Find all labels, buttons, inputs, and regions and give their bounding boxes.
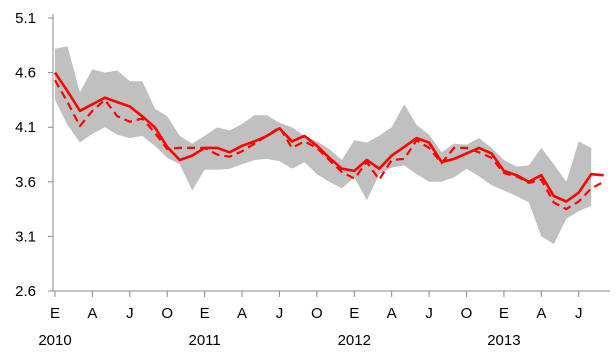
series-layer [53, 71, 605, 211]
x-month-label: A [387, 305, 397, 322]
x-month-label: A [87, 305, 97, 322]
x-month-label: J [425, 305, 433, 322]
x-month-label: A [536, 305, 546, 322]
y-tick-label: 4.1 [15, 119, 36, 136]
x-month-label: J [575, 305, 583, 322]
y-tick-label: 5.1 [15, 10, 36, 27]
y-tick-label: 4.6 [15, 65, 36, 82]
x-month-label: J [276, 305, 284, 322]
dashed-series-line [54, 79, 605, 211]
axes-layer [48, 14, 610, 297]
tick-labels-layer: 5.1 4.6 4.1 3.6 3.1 2.6 E A J O E A J O E A J O E A J 2010 201… [15, 10, 582, 349]
x-month-label: O [461, 305, 473, 322]
min-max-range-band [55, 46, 592, 245]
x-month-label: O [161, 305, 173, 322]
x-year-label: 2010 [38, 332, 71, 349]
x-month-label: E [349, 305, 359, 322]
x-month-label: A [237, 305, 247, 322]
x-month-label: O [311, 305, 323, 322]
y-tick-label: 3.6 [15, 174, 36, 191]
y-tick-label: 2.6 [15, 283, 36, 300]
x-year-label: 2013 [487, 332, 520, 349]
x-month-label: E [50, 305, 60, 322]
x-month-label: J [126, 305, 134, 322]
x-month-label: E [499, 305, 509, 322]
y-tick-label: 3.1 [15, 228, 36, 245]
solid-series-line [53, 71, 604, 203]
range-band-layer [55, 46, 592, 245]
x-year-label: 2011 [189, 332, 221, 349]
x-month-label: E [200, 305, 210, 322]
x-year-label: 2012 [338, 332, 371, 349]
